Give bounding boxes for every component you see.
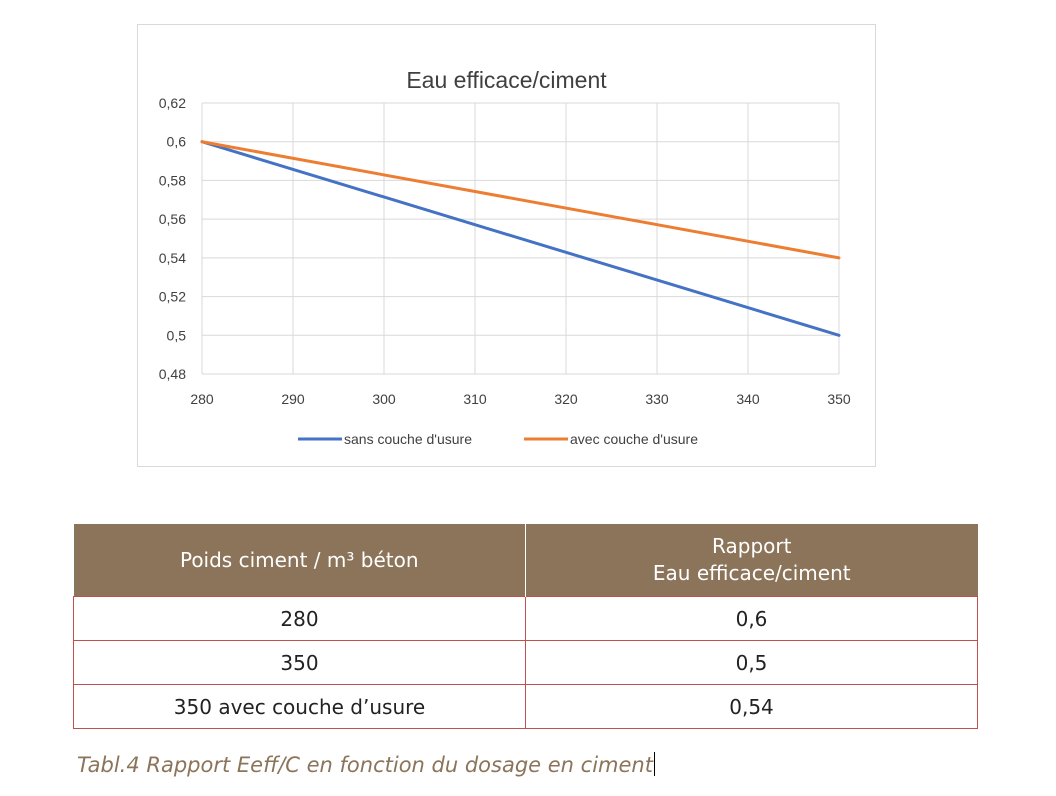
y-tick-label: 0,5 — [167, 327, 187, 343]
x-tick-label: 320 — [554, 391, 578, 407]
table-cell-cement-weight: 350 — [73, 640, 526, 685]
series-line-1 — [200, 140, 841, 337]
legend-label: sans couche d'usure — [344, 431, 472, 447]
x-tick-label: 300 — [372, 391, 396, 407]
y-tick-label: 0,58 — [159, 172, 186, 188]
text-cursor — [653, 752, 655, 776]
y-tick-label: 0,48 — [159, 366, 186, 382]
chart-svg: 0,48 0,5 0,52 0,54 0,56 0,58 0,6 0,62 280 290 300 3… — [159, 95, 851, 447]
legend-label: avec couche d'usure — [570, 431, 698, 447]
x-tick-label: 330 — [645, 391, 669, 407]
table-cell-ratio: 0,6 — [525, 596, 978, 641]
y-tick-label: 0,52 — [159, 289, 186, 305]
chart-title: Eau efficace/ciment — [406, 67, 607, 93]
header-ratio-line2: Eau efficace/ciment — [652, 561, 851, 585]
header-ratio-line1: Rapport — [712, 534, 792, 558]
table-caption-text: Tabl.4 Rapport Eeff/C en fonction du dos… — [77, 753, 653, 777]
x-tick-label: 340 — [736, 391, 760, 407]
table-row: 350 avec couche d’usure 0,54 — [73, 684, 978, 729]
header-cement-weight-label: Poids ciment / m³ béton — [179, 547, 419, 572]
table-cell-ratio: 0,54 — [525, 684, 978, 729]
y-tick-label: 0,54 — [159, 250, 186, 266]
y-tick-label: 0,56 — [159, 211, 186, 227]
table-caption: Tabl.4 Rapport Eeff/C en fonction du dos… — [77, 752, 655, 777]
table-header-row: Poids ciment / m³ béton Rapport Eau effi… — [73, 524, 978, 597]
table-row: 350 0,5 — [73, 640, 978, 685]
data-table: Poids ciment / m³ béton Rapport Eau effi… — [73, 524, 978, 729]
chart-frame: Eau efficace/ciment 0,48 0,5 0,52 0,54 0,56 0… — [137, 24, 876, 467]
x-tick-label: 350 — [827, 391, 851, 407]
table-header-ratio: Rapport Eau efficace/ciment — [525, 524, 978, 597]
table-header-cement-weight: Poids ciment / m³ béton — [73, 524, 526, 597]
x-tick-label: 310 — [463, 391, 487, 407]
x-tick-label: 280 — [190, 391, 214, 407]
x-tick-label: 290 — [281, 391, 305, 407]
table-row: 280 0,6 — [73, 596, 978, 641]
y-tick-label: 0,6 — [167, 134, 187, 150]
y-tick-label: 0,62 — [159, 95, 186, 111]
table-cell-cement-weight: 350 avec couche d’usure — [73, 684, 526, 729]
table-cell-cement-weight: 280 — [73, 596, 526, 641]
table-cell-ratio: 0,5 — [525, 640, 978, 685]
series-line-2 — [200, 140, 841, 260]
